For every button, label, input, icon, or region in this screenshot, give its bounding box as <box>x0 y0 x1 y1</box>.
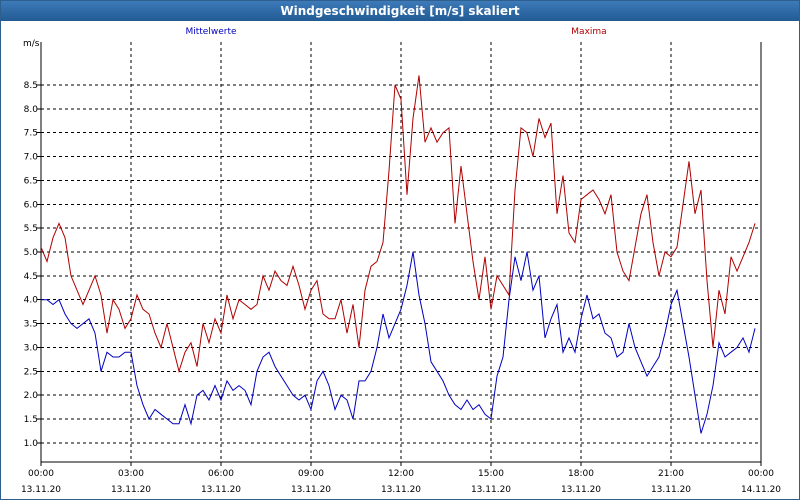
y-tick-label: 1.0 <box>24 439 39 449</box>
x-tick-date-label: 13.11.20 <box>291 485 331 495</box>
x-tick-time-label: 03:00 <box>118 469 144 479</box>
y-tick-label: 5.5 <box>24 224 38 234</box>
y-tick-label: 6.5 <box>24 176 38 186</box>
axes <box>37 42 762 466</box>
y-tick-label: 2.0 <box>24 391 39 401</box>
y-tick-label: 3.0 <box>24 343 39 353</box>
x-tick-labels: 00:00 13.11.20 03:00 13.11.20 06:00 13.11.20 0… <box>21 469 781 495</box>
series-layer <box>40 75 756 434</box>
x-tick-time-label: 09:00 <box>298 469 324 479</box>
y-tick-label: 8.0 <box>24 105 39 115</box>
window-title: Windgeschwindigkeit [m/s] skaliert <box>1 1 799 21</box>
y-tick-label: 6.0 <box>24 200 39 210</box>
x-tick-date-label: 14.11.20 <box>741 485 781 495</box>
x-tick-date-label: 13.11.20 <box>381 485 421 495</box>
y-tick-labels: 1.0 1.5 2.0 2.5 3.0 3.5 4.0 4.5 5.0 5.5 6.0 6.5 7.0 7… <box>24 81 39 449</box>
x-tick-time-label: 06:00 <box>208 469 234 479</box>
y-tick-label: 7.0 <box>24 153 39 163</box>
x-tick-date-label: 13.11.20 <box>201 485 241 495</box>
x-tick-time-label: 00:00 <box>748 469 774 479</box>
series-line-mittelwerte <box>41 251 756 434</box>
vertical-gridlines <box>130 42 672 462</box>
x-tick-date-label: 13.11.20 <box>471 485 511 495</box>
x-tick-date-label: 13.11.20 <box>21 485 61 495</box>
y-tick-label: 7.5 <box>24 129 38 139</box>
legend-label-mittelwerte: Mittelwerte <box>185 27 236 37</box>
x-tick-time-label: 12:00 <box>388 469 414 479</box>
y-tick-label: 4.0 <box>24 296 39 306</box>
y-tick-label: 3.5 <box>24 320 38 330</box>
x-tick-date-label: 13.11.20 <box>111 485 151 495</box>
x-tick-time-label: 15:00 <box>478 469 504 479</box>
y-tick-label: 4.5 <box>24 272 38 282</box>
x-tick-date-label: 13.11.20 <box>651 485 691 495</box>
legend-label-maxima: Maxima <box>571 27 606 37</box>
x-tick-time-label: 00:00 <box>28 469 54 479</box>
y-tick-label: 2.5 <box>24 367 38 377</box>
y-tick-label: 8.5 <box>24 81 38 91</box>
x-tick-time-label: 18:00 <box>568 469 594 479</box>
x-tick-time-label: 21:00 <box>658 469 684 479</box>
series-line-maxima <box>40 75 756 374</box>
y-axis-unit-label: m/s <box>23 39 40 49</box>
x-tick-date-label: 13.11.20 <box>561 485 601 495</box>
y-tick-label: 1.5 <box>24 415 38 425</box>
y-tick-label: 5.0 <box>24 248 39 258</box>
